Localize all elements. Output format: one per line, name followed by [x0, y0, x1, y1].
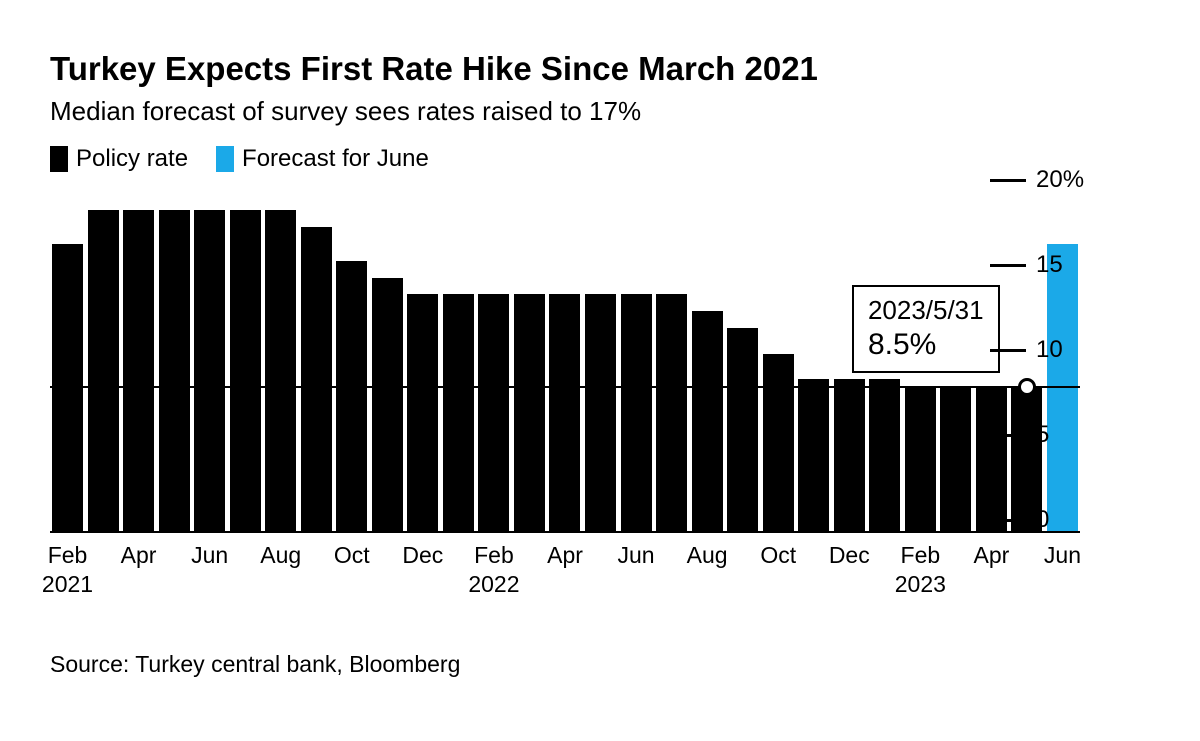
x-tick-month: Aug	[687, 542, 728, 568]
x-tick-month: Apr	[121, 542, 157, 568]
legend-swatch-forecast	[216, 146, 234, 172]
legend-label-policy: Policy rate	[76, 145, 188, 173]
y-tick: 20%	[990, 166, 1150, 194]
y-tick: 5	[990, 421, 1150, 449]
x-tick-label: Apr	[547, 541, 583, 570]
bar	[549, 294, 580, 531]
x-tick-month: Feb	[474, 542, 514, 568]
x-tick-label: Dec	[829, 541, 870, 570]
x-tick-month: Feb	[901, 542, 941, 568]
x-tick-label: Apr	[974, 541, 1010, 570]
bar	[869, 379, 900, 531]
bar	[407, 294, 438, 531]
bar	[230, 210, 261, 531]
x-tick-label: Oct	[760, 541, 796, 570]
plot-area: 2023/5/31 8.5%	[50, 193, 1080, 533]
chart-title: Turkey Expects First Rate Hike Since Mar…	[50, 50, 1150, 88]
x-tick-month: Dec	[829, 542, 870, 568]
y-tick: 15	[990, 251, 1150, 279]
x-tick-month: Oct	[760, 542, 796, 568]
y-tick: 0	[990, 506, 1150, 534]
x-tick-month: Aug	[260, 542, 301, 568]
chart-area: 2023/5/31 8.5% 05101520% Feb2021AprJunAu…	[50, 193, 1150, 573]
source-text: Source: Turkey central bank, Bloomberg	[50, 651, 1150, 678]
bar	[372, 278, 403, 532]
x-tick-label: Jun	[1044, 541, 1081, 570]
y-axis: 05101520%	[990, 193, 1150, 533]
x-tick-year: 2023	[895, 570, 946, 599]
y-tick-label: 15	[1036, 251, 1063, 279]
bar	[905, 387, 936, 531]
y-tick-mark	[990, 349, 1026, 352]
x-tick-label: Apr	[121, 541, 157, 570]
bar	[301, 227, 332, 531]
bar	[763, 354, 794, 531]
legend-label-forecast: Forecast for June	[242, 145, 429, 173]
x-tick-month: Apr	[547, 542, 583, 568]
x-tick-label: Feb2023	[895, 541, 946, 599]
x-tick-month: Feb	[48, 542, 88, 568]
bar	[123, 210, 154, 531]
x-tick-month: Apr	[974, 542, 1010, 568]
bar	[336, 261, 367, 531]
x-tick-label: Aug	[687, 541, 728, 570]
y-tick-mark	[990, 179, 1026, 182]
x-tick-year: 2021	[42, 570, 93, 599]
bar	[656, 294, 687, 531]
x-tick-label: Dec	[402, 541, 443, 570]
bar	[265, 210, 296, 531]
x-tick-label: Oct	[334, 541, 370, 570]
x-tick-month: Jun	[618, 542, 655, 568]
x-tick-label: Feb2021	[42, 541, 93, 599]
bar	[194, 210, 225, 531]
x-tick-label: Jun	[191, 541, 228, 570]
bar	[834, 379, 865, 531]
x-tick-month: Jun	[191, 542, 228, 568]
bar	[621, 294, 652, 531]
bar	[514, 294, 545, 531]
bar	[159, 210, 190, 531]
callout-box: 2023/5/31 8.5%	[852, 285, 1000, 372]
x-tick-label: Jun	[618, 541, 655, 570]
x-tick-label: Aug	[260, 541, 301, 570]
chart-subtitle: Median forecast of survey sees rates rai…	[50, 96, 1150, 127]
legend-item-policy: Policy rate	[50, 145, 188, 173]
y-tick-mark	[990, 519, 1026, 522]
callout-date: 2023/5/31	[868, 295, 984, 326]
callout-value: 8.5%	[868, 327, 984, 363]
x-axis: Feb2021AprJunAugOctDecFeb2022AprJunAugOc…	[50, 541, 1080, 601]
bar	[727, 328, 758, 531]
y-tick-label: 10	[1036, 336, 1063, 364]
bar	[692, 311, 723, 531]
x-tick-label: Feb2022	[468, 541, 519, 599]
reference-line	[50, 386, 1080, 388]
x-tick-month: Dec	[402, 542, 443, 568]
bar	[443, 294, 474, 531]
bar	[478, 294, 509, 531]
y-tick-label: 20%	[1036, 166, 1084, 194]
x-tick-month: Oct	[334, 542, 370, 568]
legend: Policy rate Forecast for June	[50, 145, 1150, 173]
x-tick-year: 2022	[468, 570, 519, 599]
bar	[585, 294, 616, 531]
y-tick-label: 5	[1036, 421, 1049, 449]
chart-container: Turkey Expects First Rate Hike Since Mar…	[0, 0, 1200, 741]
y-tick-mark	[990, 264, 1026, 267]
y-tick-label: 0	[1036, 506, 1049, 534]
bar	[940, 387, 971, 531]
legend-swatch-policy	[50, 146, 68, 172]
x-tick-month: Jun	[1044, 542, 1081, 568]
y-tick: 10	[990, 336, 1150, 364]
y-tick-mark	[990, 434, 1026, 437]
legend-item-forecast: Forecast for June	[216, 145, 429, 173]
bar	[88, 210, 119, 531]
bar	[798, 379, 829, 531]
